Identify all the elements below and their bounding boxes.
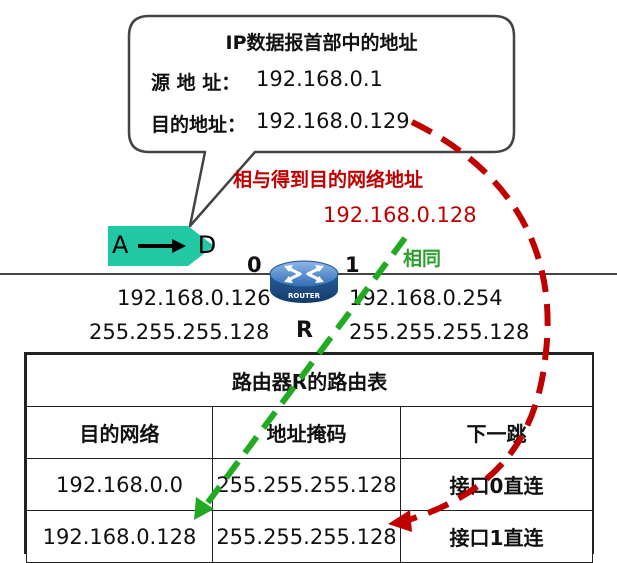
destination-address-label: 目的地址： (151, 114, 247, 136)
network-link (0, 273, 617, 275)
routing-table: 路由器R的路由表 目的网络 地址掩码 下一跳 192.168.0.0 255.2… (24, 352, 594, 563)
row1-destination: 192.168.0.128 (26, 510, 213, 563)
source-address-label: 源 地 址： (151, 72, 241, 94)
destination-address-value: 192.168.0.129 (256, 109, 410, 133)
source-address-value: 192.168.0.1 (256, 67, 383, 91)
router-icon-text: ROUTER (288, 292, 321, 300)
row1-mask: 255.255.255.128 (212, 510, 401, 563)
port0-ip: 192.168.0.126 (117, 286, 271, 310)
header-address-mask: 地址掩码 (212, 406, 401, 459)
host-label: A D (112, 231, 216, 259)
and-operation-result: 192.168.0.128 (323, 203, 477, 227)
host-dst: D (197, 231, 217, 259)
row0-next-hop: 接口0直连 (399, 458, 594, 511)
port1-mask: 255.255.255.128 (349, 320, 530, 344)
row0-destination: 192.168.0.0 (26, 458, 213, 511)
right-arrow-icon (138, 239, 188, 253)
table-row: 192.168.0.128 255.255.255.128 接口1直连 (26, 510, 594, 563)
match-label: 相同 (403, 248, 442, 270)
callout-title: IP数据报首部中的地址 (225, 32, 418, 54)
header-destination-network: 目的网络 (26, 406, 213, 459)
port1-ip: 192.168.0.254 (349, 286, 503, 310)
host-src: A (112, 231, 129, 259)
and-operation-label: 相与得到目的网络地址 (233, 169, 424, 191)
header-next-hop: 下一跳 (399, 406, 594, 459)
table-row: 192.168.0.0 255.255.255.128 接口0直连 (26, 458, 594, 511)
routing-table-title: 路由器R的路由表 (25, 354, 594, 407)
router-port-1: 1 (345, 253, 360, 277)
router-name: R (296, 318, 313, 343)
row0-mask: 255.255.255.128 (212, 458, 401, 511)
port0-mask: 255.255.255.128 (89, 320, 270, 344)
row1-next-hop: 接口1直连 (399, 510, 594, 563)
routing-table-header: 目的网络 地址掩码 下一跳 (26, 406, 594, 459)
router-port-0: 0 (247, 253, 262, 277)
